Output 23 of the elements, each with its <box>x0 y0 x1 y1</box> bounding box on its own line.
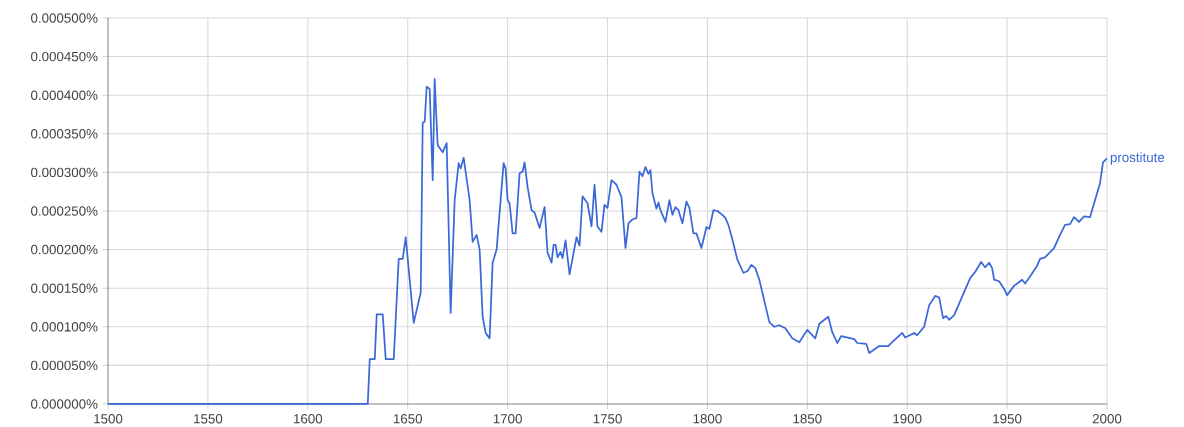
x-tick-label: 1600 <box>294 414 323 424</box>
x-tick-label: 1750 <box>593 414 622 424</box>
x-tick-label: 2000 <box>1092 414 1122 424</box>
x-tick-label: 1650 <box>393 414 423 424</box>
x-tick-label: 1550 <box>194 414 223 424</box>
y-tick-label: 0.000200% <box>31 244 98 255</box>
series-label: prostitute <box>1110 152 1165 165</box>
x-tick-label: 1900 <box>893 414 922 424</box>
y-tick-label: 0.000450% <box>31 51 98 62</box>
x-tick-label: 1500 <box>94 414 123 424</box>
y-tick-label: 0.000150% <box>31 283 98 293</box>
y-tick-label: 0.000250% <box>31 206 98 216</box>
x-tick-label: 1950 <box>993 414 1022 424</box>
x-tick-label: 1800 <box>693 414 722 424</box>
y-tick-label: 0.000000% <box>31 399 98 409</box>
y-tick-label: 0.000500% <box>31 13 98 23</box>
y-tick-label: 0.000350% <box>31 129 98 139</box>
x-tick-label: 1850 <box>793 414 822 424</box>
y-tick-label: 0.000050% <box>31 360 98 371</box>
y-tick-label: 0.000100% <box>31 322 98 332</box>
x-tick-label: 1700 <box>493 414 522 424</box>
y-tick-label: 0.000400% <box>31 90 98 100</box>
y-tick-label: 0.000300% <box>31 167 98 178</box>
